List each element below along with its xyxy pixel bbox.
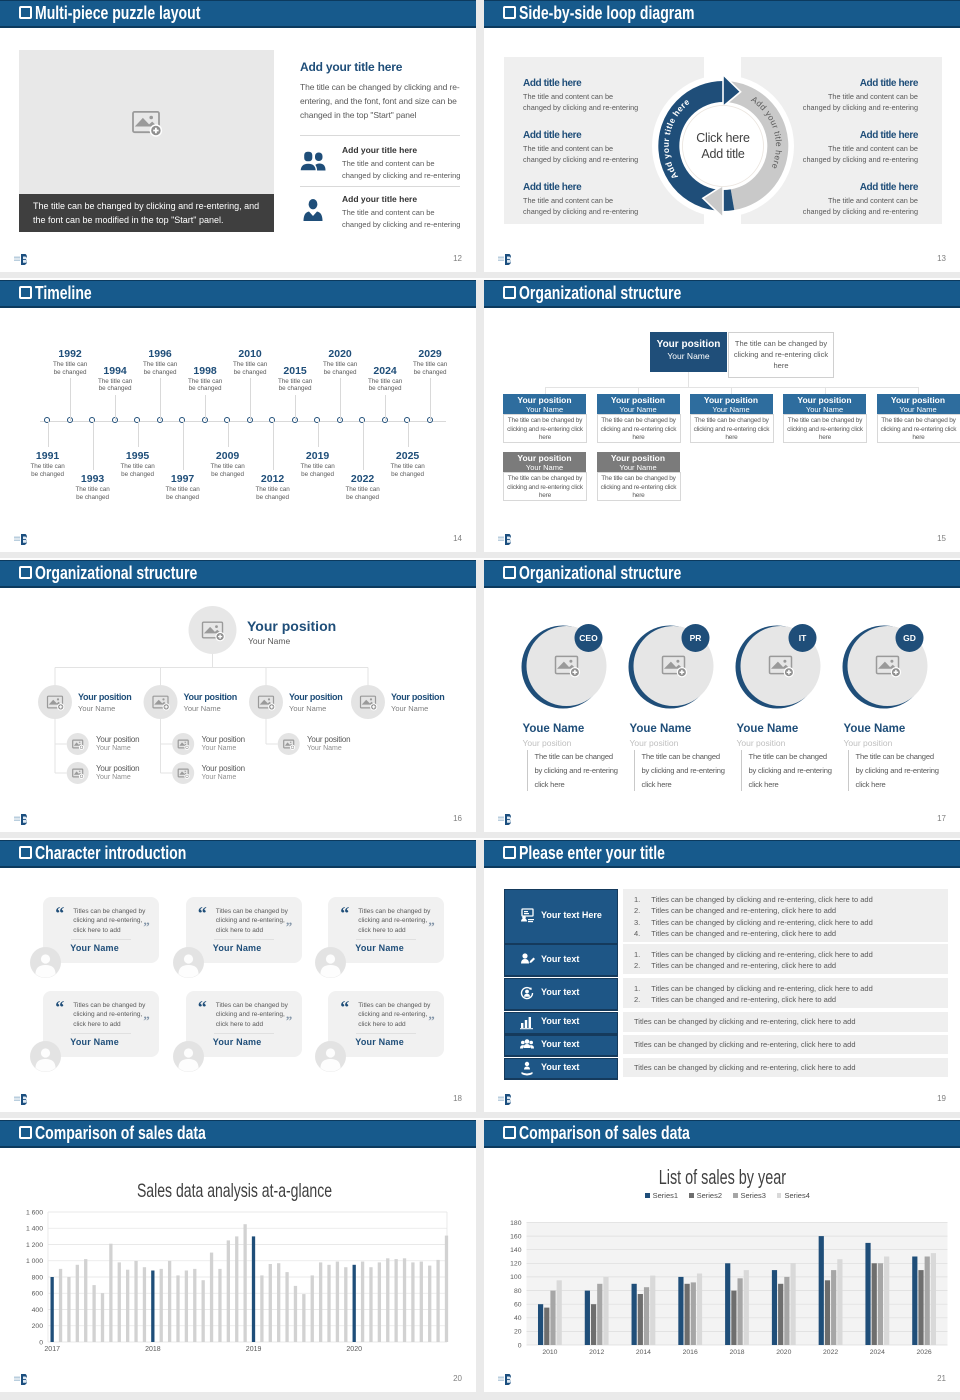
svg-text:2010: 2010 <box>542 1349 557 1356</box>
svg-text:180: 180 <box>510 1220 522 1227</box>
svg-text:1 400: 1 400 <box>26 1226 43 1233</box>
svg-text:2020: 2020 <box>776 1349 791 1356</box>
svg-text:120: 120 <box>510 1261 522 1268</box>
svg-text:600: 600 <box>32 1291 44 1298</box>
svg-text:60: 60 <box>514 1302 522 1309</box>
svg-text:1 000: 1 000 <box>26 1258 43 1265</box>
svg-text:20: 20 <box>514 1329 522 1336</box>
svg-text:2019: 2019 <box>246 1346 262 1353</box>
svg-text:IT: IT <box>799 633 807 643</box>
svg-text:0: 0 <box>39 1339 43 1346</box>
svg-text:2018: 2018 <box>729 1349 744 1356</box>
svg-text:CEO: CEO <box>579 633 598 643</box>
svg-text:2017: 2017 <box>44 1346 60 1353</box>
svg-text:2022: 2022 <box>823 1349 838 1356</box>
svg-text:GD: GD <box>903 633 916 643</box>
svg-text:160: 160 <box>510 1233 522 1240</box>
svg-text:2014: 2014 <box>636 1349 651 1356</box>
svg-text:80: 80 <box>514 1288 522 1295</box>
svg-text:2026: 2026 <box>917 1349 932 1356</box>
svg-text:140: 140 <box>510 1247 522 1254</box>
svg-text:100: 100 <box>510 1274 522 1281</box>
svg-text:800: 800 <box>32 1274 44 1281</box>
svg-text:2018: 2018 <box>145 1346 161 1353</box>
svg-text:1 200: 1 200 <box>26 1242 43 1249</box>
svg-text:PR: PR <box>690 633 702 643</box>
svg-text:2020: 2020 <box>346 1346 362 1353</box>
svg-text:0: 0 <box>518 1342 522 1349</box>
svg-text:2012: 2012 <box>589 1349 604 1356</box>
svg-text:1 600: 1 600 <box>26 1209 43 1216</box>
svg-text:40: 40 <box>514 1315 522 1322</box>
svg-text:2024: 2024 <box>870 1349 885 1356</box>
svg-text:2016: 2016 <box>683 1349 698 1356</box>
svg-text:200: 200 <box>32 1323 44 1330</box>
svg-text:400: 400 <box>32 1307 44 1314</box>
